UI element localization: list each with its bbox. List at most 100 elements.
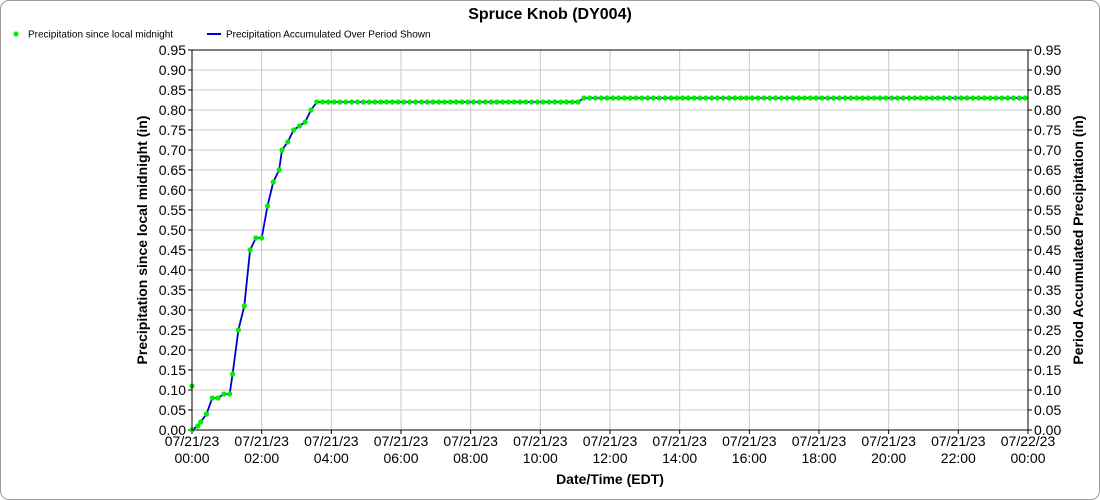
legend: Precipitation since local midnight Preci… — [13, 30, 431, 41]
y-left-tick-label: 0.55 — [159, 202, 186, 218]
series-precip-since-midnight — [189, 95, 1028, 433]
precip-point — [401, 99, 407, 105]
precip-point — [668, 95, 674, 101]
precip-point — [662, 95, 668, 101]
x-tick-time: 00:00 — [174, 450, 209, 466]
y-left-tick-label: 0.50 — [159, 222, 186, 238]
y-right-tick-label: 0.95 — [1034, 42, 1061, 58]
precip-point — [941, 95, 947, 101]
precip-point — [471, 99, 477, 105]
precip-point — [912, 95, 918, 101]
x-tick-date: 07/21/23 — [513, 433, 568, 449]
x-tick-date: 07/22/23 — [1001, 433, 1056, 449]
y-right-tick-label: 0.05 — [1034, 402, 1061, 418]
precip-point — [424, 99, 430, 105]
y-left-tick-label: 0.15 — [159, 362, 186, 378]
x-axis-ticks: 07/21/2300:0007/21/2302:0007/21/2304:000… — [165, 430, 1056, 466]
y-right-tick-label: 0.45 — [1034, 242, 1061, 258]
precip-point — [918, 95, 924, 101]
precip-point — [691, 95, 697, 101]
precip-point — [970, 95, 976, 101]
precip-point — [569, 99, 575, 105]
precip-point — [656, 95, 662, 101]
precip-point — [923, 95, 930, 101]
precip-point — [714, 95, 721, 101]
y-left-tick-label: 0.10 — [159, 382, 186, 398]
x-tick-time: 18:00 — [801, 450, 836, 466]
precip-point — [575, 99, 581, 105]
y-right-tick-label: 0.90 — [1034, 62, 1061, 78]
y-axis-right-label: Period Accumulated Precipitation (in) — [1070, 115, 1086, 364]
y-right-tick-label: 0.35 — [1034, 282, 1061, 298]
precip-point — [552, 99, 558, 105]
precip-point — [441, 99, 448, 105]
precip-point — [987, 95, 993, 101]
precip-point — [203, 411, 210, 417]
y-right-tick-label: 0.30 — [1034, 302, 1061, 318]
precip-point — [540, 99, 546, 105]
precip-point — [674, 95, 680, 101]
precip-point — [848, 95, 854, 101]
y-left-tick-label: 0.80 — [159, 102, 186, 118]
precip-point — [807, 95, 813, 101]
precip-point — [900, 95, 906, 101]
y-left-tick-label: 0.70 — [159, 142, 186, 158]
precip-point — [349, 99, 355, 105]
precip-point — [360, 99, 366, 105]
precip-point — [372, 99, 378, 105]
x-tick-date: 07/21/23 — [792, 433, 847, 449]
precip-point — [587, 95, 593, 101]
precip-point — [482, 99, 488, 105]
plot-area-border — [191, 49, 1029, 431]
precip-point — [685, 95, 692, 101]
precip-point — [343, 99, 349, 105]
precip-point — [296, 123, 302, 129]
precip-point — [703, 95, 709, 101]
precip-point — [331, 99, 337, 105]
precip-point — [308, 107, 314, 113]
precip-point — [592, 95, 599, 101]
y-right-tick-label: 0.55 — [1034, 202, 1061, 218]
precip-point — [1005, 95, 1011, 101]
y-left-tick-label: 0.35 — [159, 282, 186, 298]
precip-point — [854, 95, 860, 101]
y-axis-right-ticks: 0.00 0.05 0.10 0.15 0.20 0.25 0.30 0.35 0.40 0.45… — [1028, 42, 1061, 438]
precip-point — [418, 99, 424, 105]
precip-point — [279, 147, 285, 153]
precip-point — [981, 95, 988, 101]
precip-point — [639, 95, 645, 101]
precip-point — [906, 95, 912, 101]
precip-point — [395, 99, 401, 105]
precip-point — [221, 391, 227, 397]
precip-point — [1022, 95, 1028, 101]
y-right-tick-label: 0.70 — [1034, 142, 1061, 158]
precip-point — [784, 95, 790, 101]
precip-point — [871, 95, 877, 101]
precip-point — [366, 99, 372, 105]
precip-point — [453, 99, 459, 105]
precip-point — [1010, 95, 1017, 101]
y-right-tick-label: 0.50 — [1034, 222, 1061, 238]
precip-point — [523, 99, 529, 105]
x-tick-date: 07/21/23 — [165, 433, 220, 449]
precip-point — [743, 95, 750, 101]
y-right-tick-label: 0.75 — [1034, 122, 1061, 138]
y-right-tick-label: 0.80 — [1034, 102, 1061, 118]
x-tick-time: 22:00 — [941, 450, 976, 466]
precip-point — [505, 99, 511, 105]
precip-point — [738, 95, 744, 101]
precip-point — [929, 95, 935, 101]
y-right-tick-label: 0.25 — [1034, 322, 1061, 338]
grid — [191, 49, 1029, 431]
precip-point — [447, 99, 453, 105]
precip-point — [198, 419, 204, 425]
x-tick-date: 07/21/23 — [443, 433, 498, 449]
precip-point — [749, 95, 755, 101]
precip-point — [291, 127, 297, 133]
legend-label-precip-since-midnight: Precipitation since local midnight — [28, 30, 173, 41]
precip-point — [459, 99, 465, 105]
precip-point — [302, 119, 308, 125]
y-right-tick-label: 0.20 — [1034, 342, 1061, 358]
precip-point — [709, 95, 715, 101]
